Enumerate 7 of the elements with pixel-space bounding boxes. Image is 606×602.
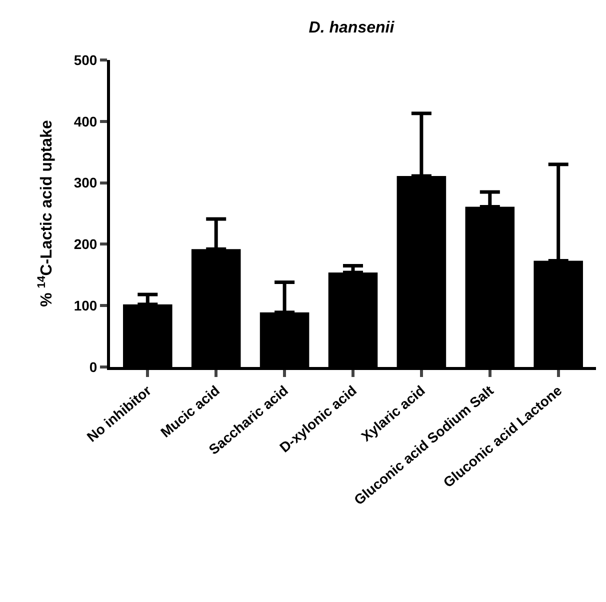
chart-title: D. hansenii xyxy=(308,19,395,36)
y-tick-label: 300 xyxy=(74,174,98,191)
y-tick-label: 500 xyxy=(74,52,98,68)
y-tick-label: 400 xyxy=(74,113,98,130)
y-tick-label: 0 xyxy=(89,358,98,375)
y-tick-label: 100 xyxy=(74,298,98,314)
y-tick-label: 200 xyxy=(74,236,98,252)
